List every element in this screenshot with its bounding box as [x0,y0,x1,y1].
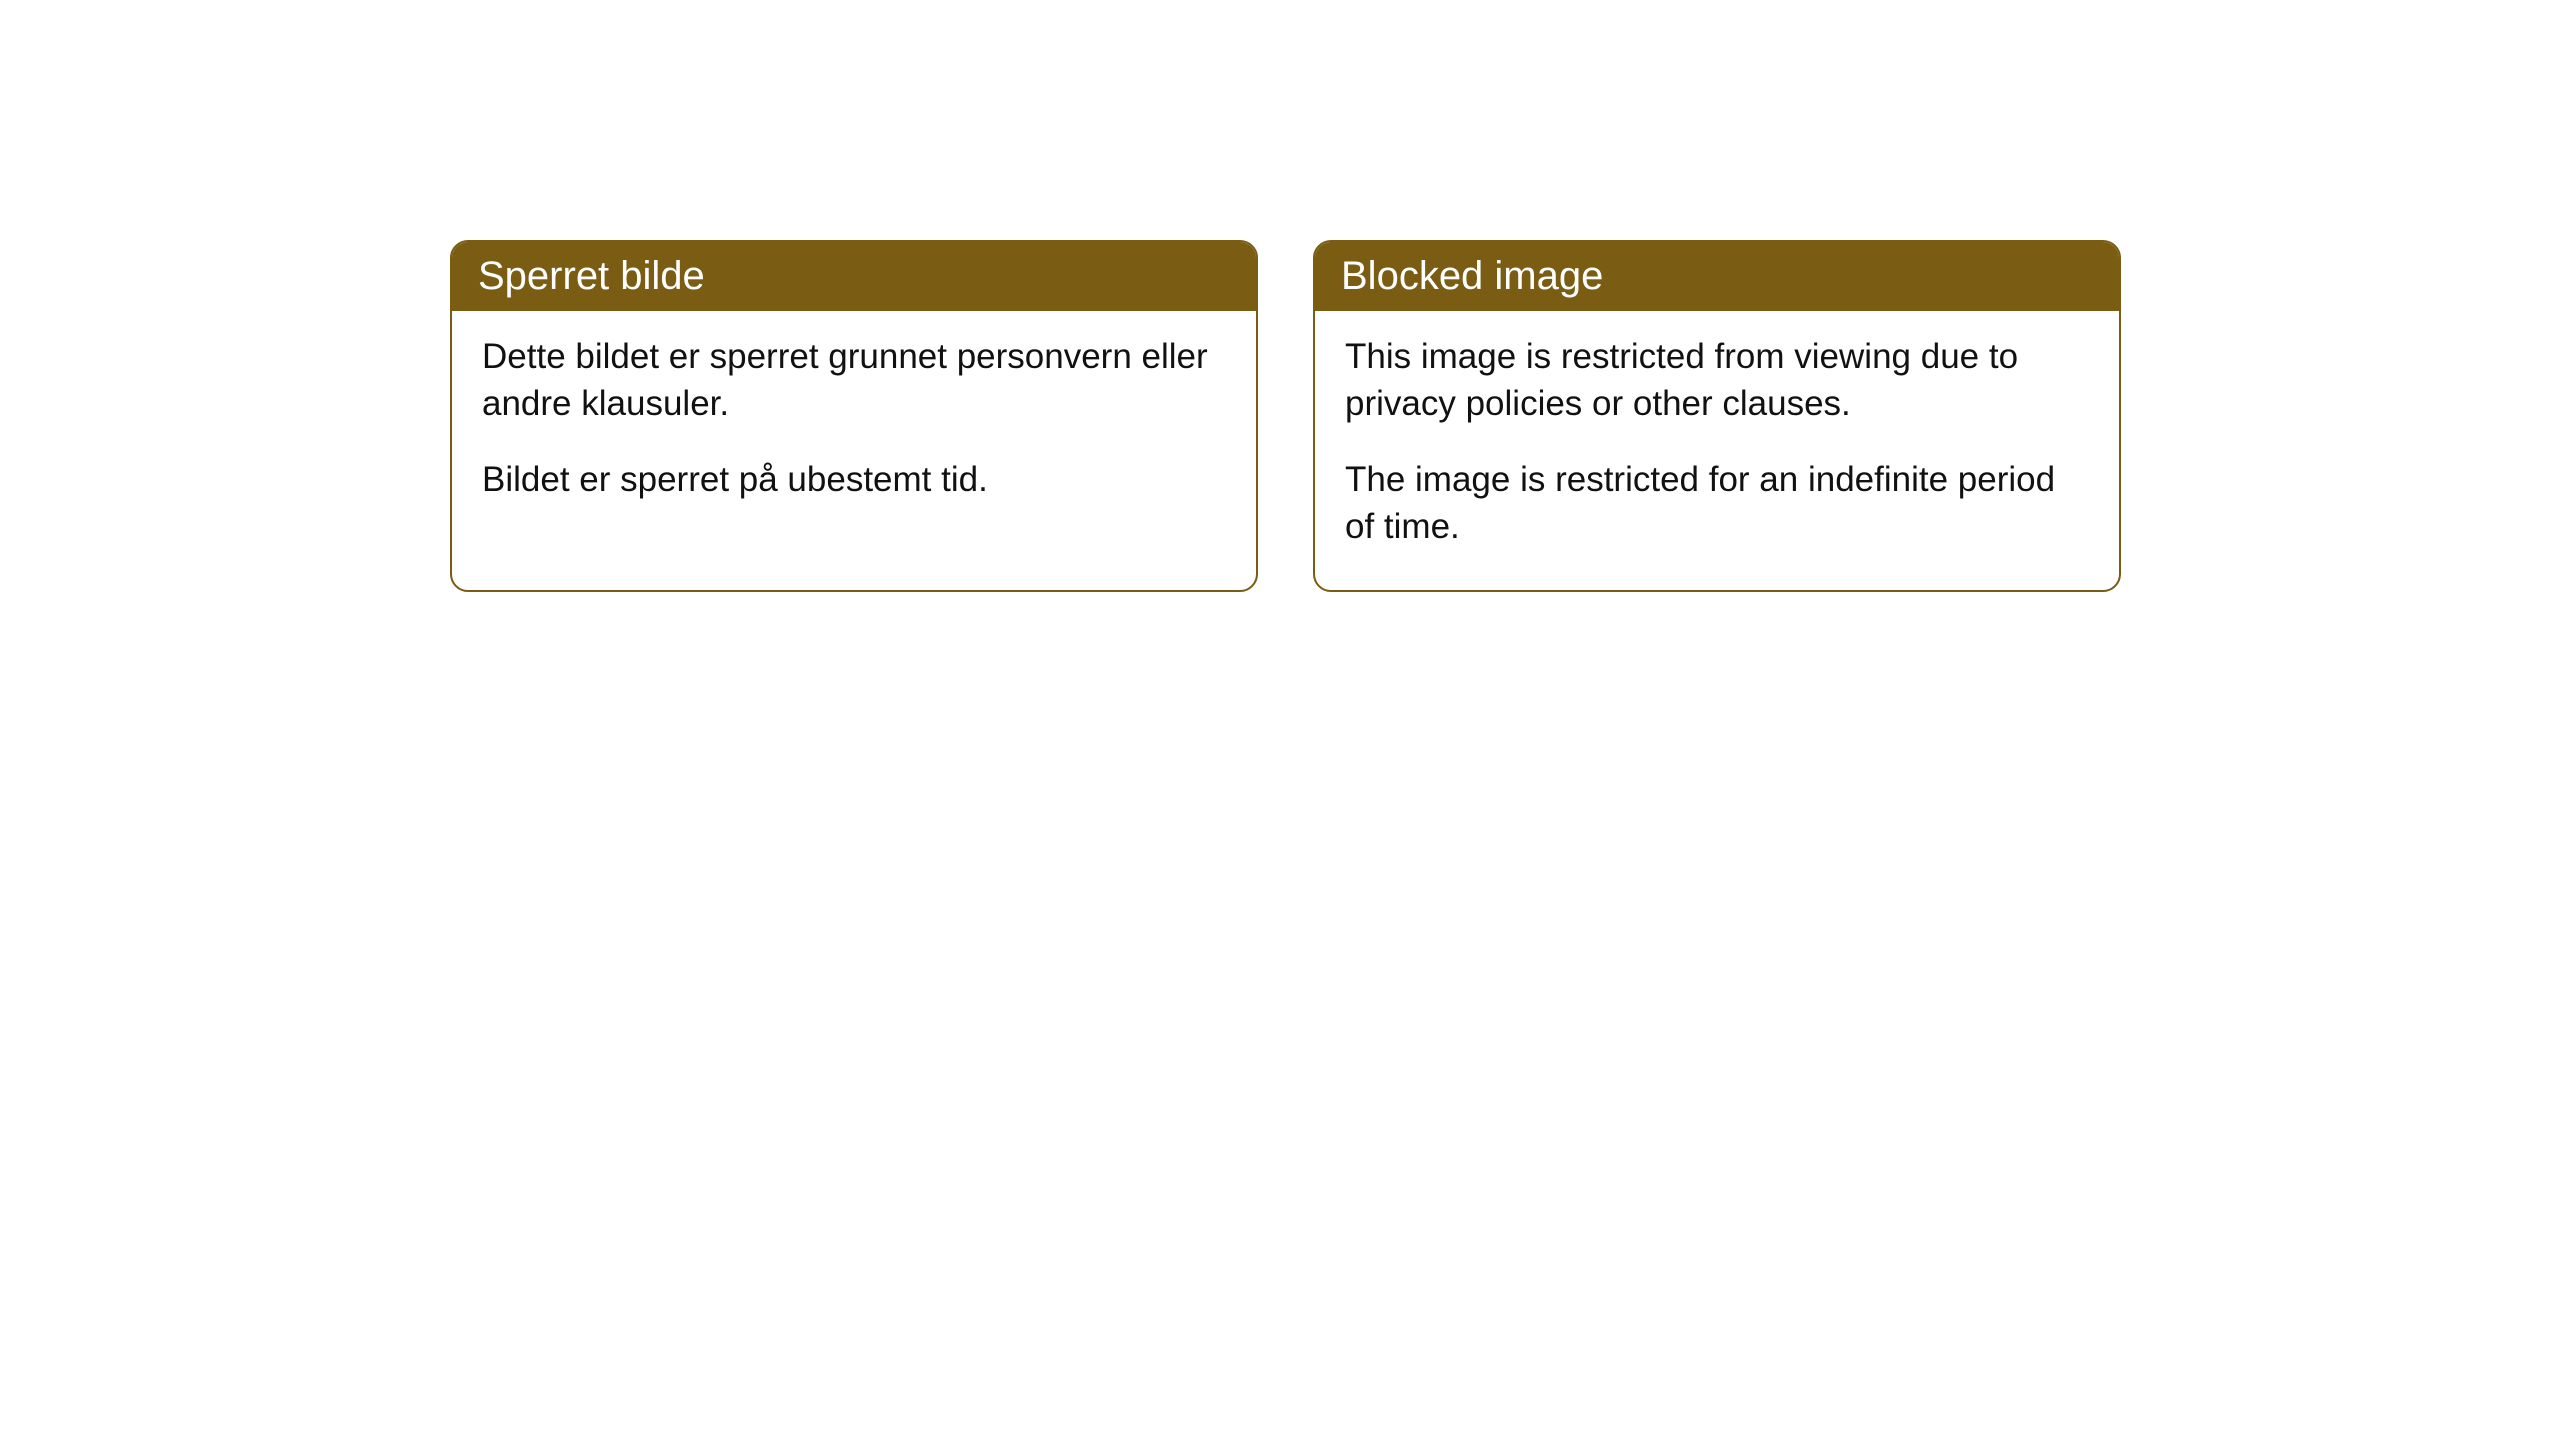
card-body: This image is restricted from viewing du… [1315,311,2119,590]
notice-card-english: Blocked image This image is restricted f… [1313,240,2121,592]
card-paragraph: This image is restricted from viewing du… [1345,333,2089,428]
card-paragraph: Bildet er sperret på ubestemt tid. [482,456,1226,503]
notice-container: Sperret bilde Dette bildet er sperret gr… [450,240,2121,592]
card-header: Sperret bilde [452,242,1256,311]
card-title: Blocked image [1341,254,1603,298]
card-title: Sperret bilde [478,254,705,298]
card-header: Blocked image [1315,242,2119,311]
card-body: Dette bildet er sperret grunnet personve… [452,311,1256,543]
card-paragraph: The image is restricted for an indefinit… [1345,456,2089,551]
card-paragraph: Dette bildet er sperret grunnet personve… [482,333,1226,428]
notice-card-norwegian: Sperret bilde Dette bildet er sperret gr… [450,240,1258,592]
